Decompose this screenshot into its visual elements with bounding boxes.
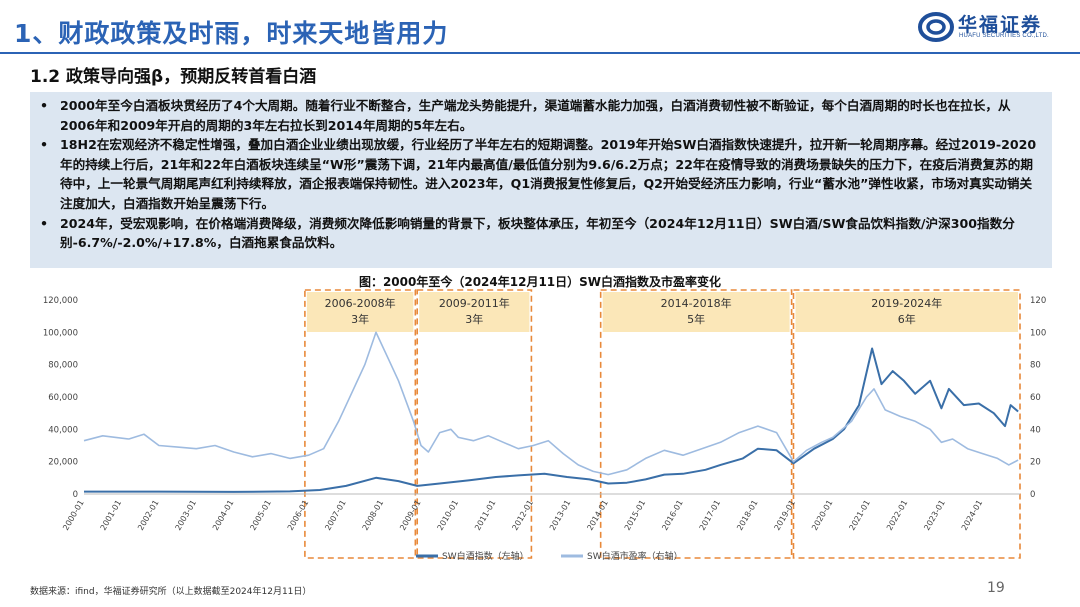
x-tick-label: 2006-01 bbox=[286, 499, 311, 532]
y-right-tick-label: 60 bbox=[1030, 393, 1041, 403]
y-right-tick-label: 40 bbox=[1030, 425, 1041, 435]
x-tick-label: 2020-01 bbox=[810, 499, 835, 532]
period-box bbox=[416, 289, 533, 559]
y-left-tick-label: 60,000 bbox=[48, 393, 78, 403]
section-title: 1.2 政策导向强β，预期反转首看白酒 bbox=[30, 67, 317, 87]
x-tick-label: 2022-01 bbox=[885, 499, 910, 532]
period-label: 2014-2018年 bbox=[661, 296, 732, 310]
y-left-tick-label: 40,000 bbox=[48, 425, 78, 435]
bullet-item: 18H2在宏观经济不稳定性增强，叠加白酒企业业绩出现放缓，行业经历了半年左右的短… bbox=[38, 135, 1044, 213]
index-pe-chart: 2006-2008年 3年 2009-2011年 3年 2014-2018年 5年 2019… bbox=[43, 289, 1046, 562]
y-right-tick-label: 20 bbox=[1030, 458, 1041, 468]
period-duration: 3年 bbox=[465, 312, 483, 326]
period-box bbox=[304, 289, 417, 559]
logo-text: 华福证券 bbox=[958, 14, 1043, 36]
x-tick-label: 2009-01 bbox=[398, 499, 423, 532]
logo-mark-icon bbox=[918, 12, 954, 42]
x-tick-label: 2002-01 bbox=[136, 499, 161, 532]
x-tick-label: 2023-01 bbox=[922, 499, 947, 532]
y-left-tick-label: 0 bbox=[73, 490, 78, 500]
period-duration: 6年 bbox=[898, 312, 916, 326]
x-tick-label: 2017-01 bbox=[698, 499, 723, 532]
company-logo: 华福证券 HUAFU SECURITIES CO.,LTD. bbox=[918, 10, 1068, 44]
y-right-tick-label: 100 bbox=[1030, 328, 1046, 338]
y-left-tick-label: 120,000 bbox=[43, 296, 78, 306]
x-tick-label: 2001-01 bbox=[99, 499, 124, 532]
x-tick-label: 2005-01 bbox=[248, 499, 273, 532]
x-tick-label: 2015-01 bbox=[623, 499, 648, 532]
source-note: 数据来源：ifind，华福证券研究所（以上数据截至2024年12月11日） bbox=[30, 587, 312, 597]
period-label-bg bbox=[306, 292, 414, 332]
period-duration: 3年 bbox=[351, 312, 369, 326]
header-divider bbox=[0, 52, 1080, 54]
logo-subtext: HUAFU SECURITIES CO.,LTD. bbox=[959, 33, 1049, 39]
y-left-tick-label: 20,000 bbox=[48, 458, 78, 468]
period-label: 2019-2024年 bbox=[871, 296, 942, 310]
x-tick-label: 2008-01 bbox=[361, 499, 386, 532]
legend-label: SW白酒市盈率（右轴） bbox=[587, 550, 683, 562]
x-tick-label: 2013-01 bbox=[548, 499, 573, 532]
period-label-bg bbox=[419, 292, 530, 332]
bullet-item: 2000年至今白酒板块贯经历了4个大周期。随着行业不断整合，生产端龙头势能提升，… bbox=[38, 96, 1044, 135]
series-line-index bbox=[84, 347, 1019, 493]
y-right-tick-label: 120 bbox=[1030, 296, 1046, 306]
y-left-tick-label: 80,000 bbox=[48, 361, 78, 371]
x-tick-label: 2018-01 bbox=[735, 499, 760, 532]
period-box bbox=[792, 289, 1021, 559]
period-label-bg bbox=[602, 292, 790, 332]
x-tick-label: 2011-01 bbox=[473, 498, 498, 531]
page-number: 19 bbox=[987, 580, 1005, 596]
x-tick-label: 2007-01 bbox=[323, 499, 348, 532]
x-tick-label: 2014-01 bbox=[585, 499, 610, 532]
x-tick-label: 2024-01 bbox=[960, 499, 985, 532]
x-tick-label: 2021-01 bbox=[847, 499, 872, 532]
x-tick-label: 2000-01 bbox=[61, 499, 86, 532]
x-tick-label: 2016-01 bbox=[660, 499, 685, 532]
bullet-list: 2000年至今白酒板块贯经历了4个大周期。随着行业不断整合，生产端龙头势能提升，… bbox=[30, 92, 1052, 268]
page-title: 1、财政政策及时雨，时来天地皆用力 bbox=[14, 19, 449, 48]
chart-title: 图：2000年至今（2024年12月11日）SW白酒指数及市盈率变化 bbox=[358, 275, 722, 289]
x-tick-label: 2003-01 bbox=[174, 499, 199, 532]
legend-label: SW白酒指数（左轴） bbox=[442, 550, 529, 562]
period-label: 2006-2008年 bbox=[325, 296, 396, 310]
y-right-tick-label: 80 bbox=[1030, 361, 1041, 371]
y-right-tick-label: 0 bbox=[1030, 490, 1035, 500]
period-label: 2009-2011年 bbox=[439, 296, 510, 310]
x-tick-label: 2010-01 bbox=[436, 499, 461, 532]
bullet-item: 2024年，受宏观影响，在价格端消费降级，消费频次降低影响销量的背景下，板块整体… bbox=[38, 214, 1044, 253]
period-duration: 5年 bbox=[687, 312, 705, 326]
y-left-tick-label: 100,000 bbox=[43, 328, 78, 338]
period-box bbox=[599, 289, 793, 559]
x-tick-label: 2004-01 bbox=[211, 499, 236, 532]
period-label-bg bbox=[795, 292, 1018, 332]
series-line-pe bbox=[83, 331, 1019, 476]
